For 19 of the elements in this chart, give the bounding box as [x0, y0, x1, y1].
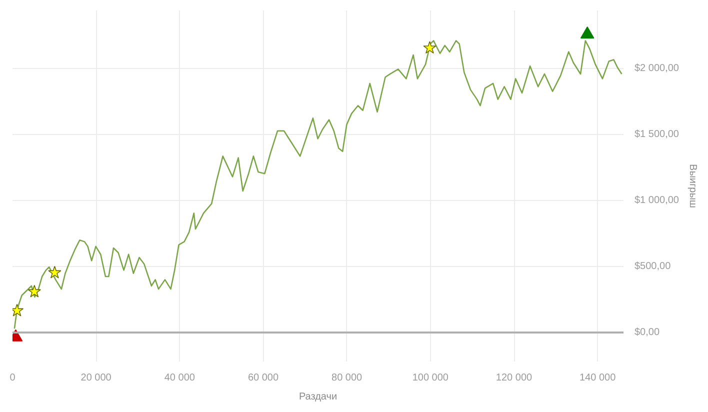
y-tick-label: $0,00: [634, 326, 660, 338]
x-axis-title: Раздачи: [298, 392, 338, 402]
point: [580, 26, 594, 39]
y-tick-label: $500,00: [634, 260, 672, 272]
x-tick-label: 120 000: [496, 372, 533, 384]
x-tick-label: 0: [10, 372, 16, 384]
x-tick-label: 60 000: [248, 372, 279, 384]
x-tick-label: 20 000: [80, 372, 112, 384]
y-tick-label: $1 000,00: [634, 195, 680, 206]
x-tick-label: 140 000: [580, 372, 616, 384]
y-tick-label: $1 500,00: [634, 129, 680, 140]
point: [48, 266, 62, 278]
y-axis-title: Выигрыш: [686, 164, 698, 208]
point: [28, 284, 41, 298]
x-tick-label: 100 000: [412, 372, 449, 384]
y-tick-label: $2 000,00: [634, 63, 680, 74]
x-tick-label: 40 000: [164, 372, 196, 384]
point: [423, 41, 436, 54]
x-tick-label: 80 000: [332, 372, 363, 384]
